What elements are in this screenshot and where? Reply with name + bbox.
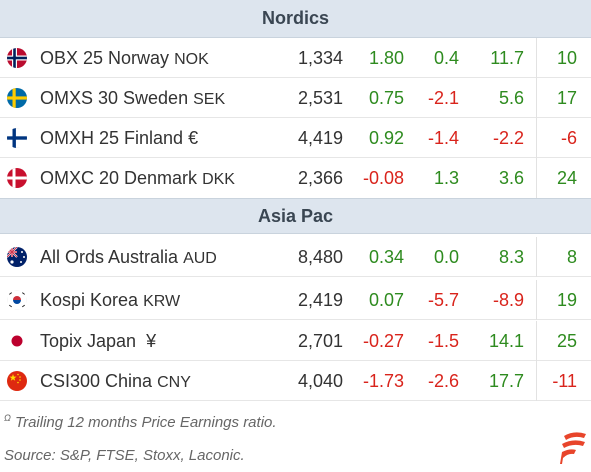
value-col-2: -2.1 — [427, 88, 459, 108]
pe-ratio: 24 — [556, 168, 577, 188]
index-name: OMXC 20 Denmark DKK — [40, 168, 235, 188]
china-flag-icon — [7, 371, 27, 391]
table-row: OBX 25 Norway NOK 1,334 1.80 0.4 11.7 10 — [0, 38, 591, 78]
index-level: 4,419 — [297, 128, 343, 148]
value-col-1: -1.73 — [362, 371, 404, 391]
section-title: Asia Pac — [257, 206, 334, 226]
value-col-3: 17.7 — [488, 371, 524, 391]
column-divider — [536, 158, 537, 198]
pe-ratio: -11 — [552, 371, 577, 391]
index-name: Topix Japan ¥ — [40, 331, 157, 351]
value-col-1: -0.27 — [362, 331, 404, 351]
table-row: All Ords Australia AUD 8,480 0.34 0.0 8.… — [0, 237, 591, 277]
section-header-asia-pac: Asia Pac — [0, 198, 591, 234]
index-name: CSI300 China CNY — [40, 371, 191, 391]
column-divider — [536, 118, 537, 158]
footnote-marker: Ω — [4, 413, 11, 423]
index-name: Kospi Korea KRW — [40, 290, 181, 310]
value-col-1: -0.08 — [362, 168, 404, 188]
index-level: 2,366 — [297, 168, 343, 188]
index-name: OBX 25 Norway NOK — [40, 48, 209, 68]
norway-flag-icon — [7, 48, 27, 68]
index-name: OMXS 30 Sweden SEK — [40, 88, 226, 108]
index-level: 8,480 — [297, 247, 343, 267]
value-col-2: -1.5 — [427, 331, 459, 351]
footnote: Ω Trailing 12 months Price Earnings rati… — [4, 413, 277, 431]
value-col-1: 0.75 — [368, 88, 404, 108]
value-col-2: -1.4 — [427, 128, 459, 148]
section-title: Nordics — [261, 8, 330, 28]
table-row: Kospi Korea KRW 2,419 0.07 -5.7 -8.9 19 — [0, 280, 591, 320]
value-col-1: 1.80 — [368, 48, 404, 68]
table-row: CSI300 China CNY 4,040 -1.73 -2.6 17.7 -… — [0, 361, 591, 401]
laconic-logo-icon — [560, 430, 588, 464]
sweden-flag-icon — [7, 88, 27, 108]
column-divider — [536, 78, 537, 118]
index-level: 4,040 — [297, 371, 343, 391]
value-col-3: 5.6 — [498, 88, 524, 108]
table-row: Topix Japan ¥ 2,701 -0.27 -1.5 14.1 25 — [0, 321, 591, 361]
value-col-2: 0.4 — [433, 48, 459, 68]
value-col-3: -2.2 — [492, 128, 524, 148]
index-level: 2,531 — [297, 88, 343, 108]
column-divider — [536, 280, 537, 320]
table-row: OMXC 20 Denmark DKK 2,366 -0.08 1.3 3.6 … — [0, 158, 591, 198]
column-divider — [536, 38, 537, 78]
value-col-2: -2.6 — [427, 371, 459, 391]
table-row: OMXH 25 Finland € 4,419 0.92 -1.4 -2.2 -… — [0, 118, 591, 158]
pe-ratio: 19 — [556, 290, 577, 310]
value-col-3: 3.6 — [498, 168, 524, 188]
value-col-1: 0.92 — [368, 128, 404, 148]
pe-ratio: 17 — [556, 88, 577, 108]
pe-ratio: 8 — [566, 247, 577, 267]
value-col-3: 11.7 — [490, 48, 524, 68]
pe-ratio: 10 — [556, 48, 577, 68]
value-col-3: -8.9 — [492, 290, 524, 310]
footnote-text: Trailing 12 months Price Earnings ratio. — [15, 414, 277, 431]
column-divider — [536, 237, 537, 277]
value-col-2: -5.7 — [427, 290, 459, 310]
value-col-1: 0.07 — [368, 290, 404, 310]
index-name: All Ords Australia AUD — [40, 247, 217, 267]
japan-flag-icon — [7, 331, 27, 351]
pe-ratio: 25 — [556, 331, 577, 351]
finland-flag-icon — [7, 128, 27, 148]
value-col-2: 1.3 — [433, 168, 459, 188]
value-col-1: 0.34 — [368, 247, 404, 267]
column-divider — [536, 361, 537, 401]
source-note: Source: S&P, FTSE, Stoxx, Laconic. — [4, 447, 245, 464]
value-col-3: 8.3 — [498, 247, 524, 267]
value-col-2: 0.0 — [433, 247, 459, 267]
australia-flag-icon — [7, 247, 27, 267]
table-row: OMXS 30 Sweden SEK 2,531 0.75 -2.1 5.6 1… — [0, 78, 591, 118]
column-divider — [536, 321, 537, 361]
index-level: 2,701 — [297, 331, 343, 351]
index-level: 2,419 — [297, 290, 343, 310]
index-level: 1,334 — [297, 48, 343, 68]
south-korea-flag-icon — [7, 290, 27, 310]
value-col-3: 14.1 — [488, 331, 524, 351]
index-name: OMXH 25 Finland € — [40, 128, 199, 148]
section-header-nordics: Nordics — [0, 0, 591, 38]
pe-ratio: -6 — [560, 128, 577, 148]
denmark-flag-icon — [7, 168, 27, 188]
